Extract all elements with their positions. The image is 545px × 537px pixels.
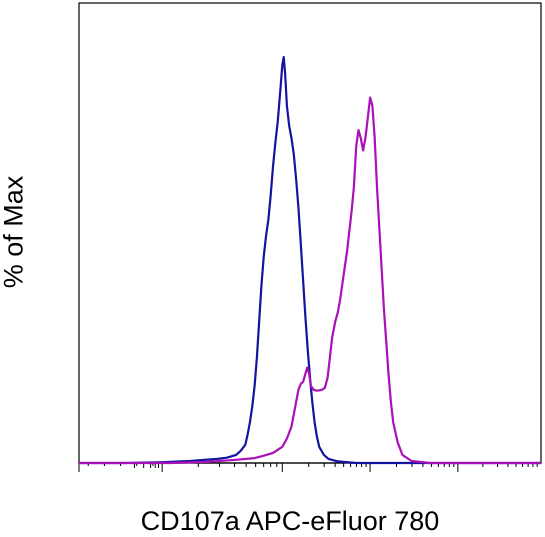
- histogram-series-1: [79, 55, 541, 465]
- x-axis-label: CD107a APC-eFluor 780: [140, 506, 440, 536]
- x-axis: [78, 462, 541, 472]
- histogram-series-2: [79, 96, 541, 465]
- plot-frame: [78, 2, 542, 464]
- series-group: [79, 55, 541, 465]
- y-axis-label: % of Max: [0, 175, 29, 289]
